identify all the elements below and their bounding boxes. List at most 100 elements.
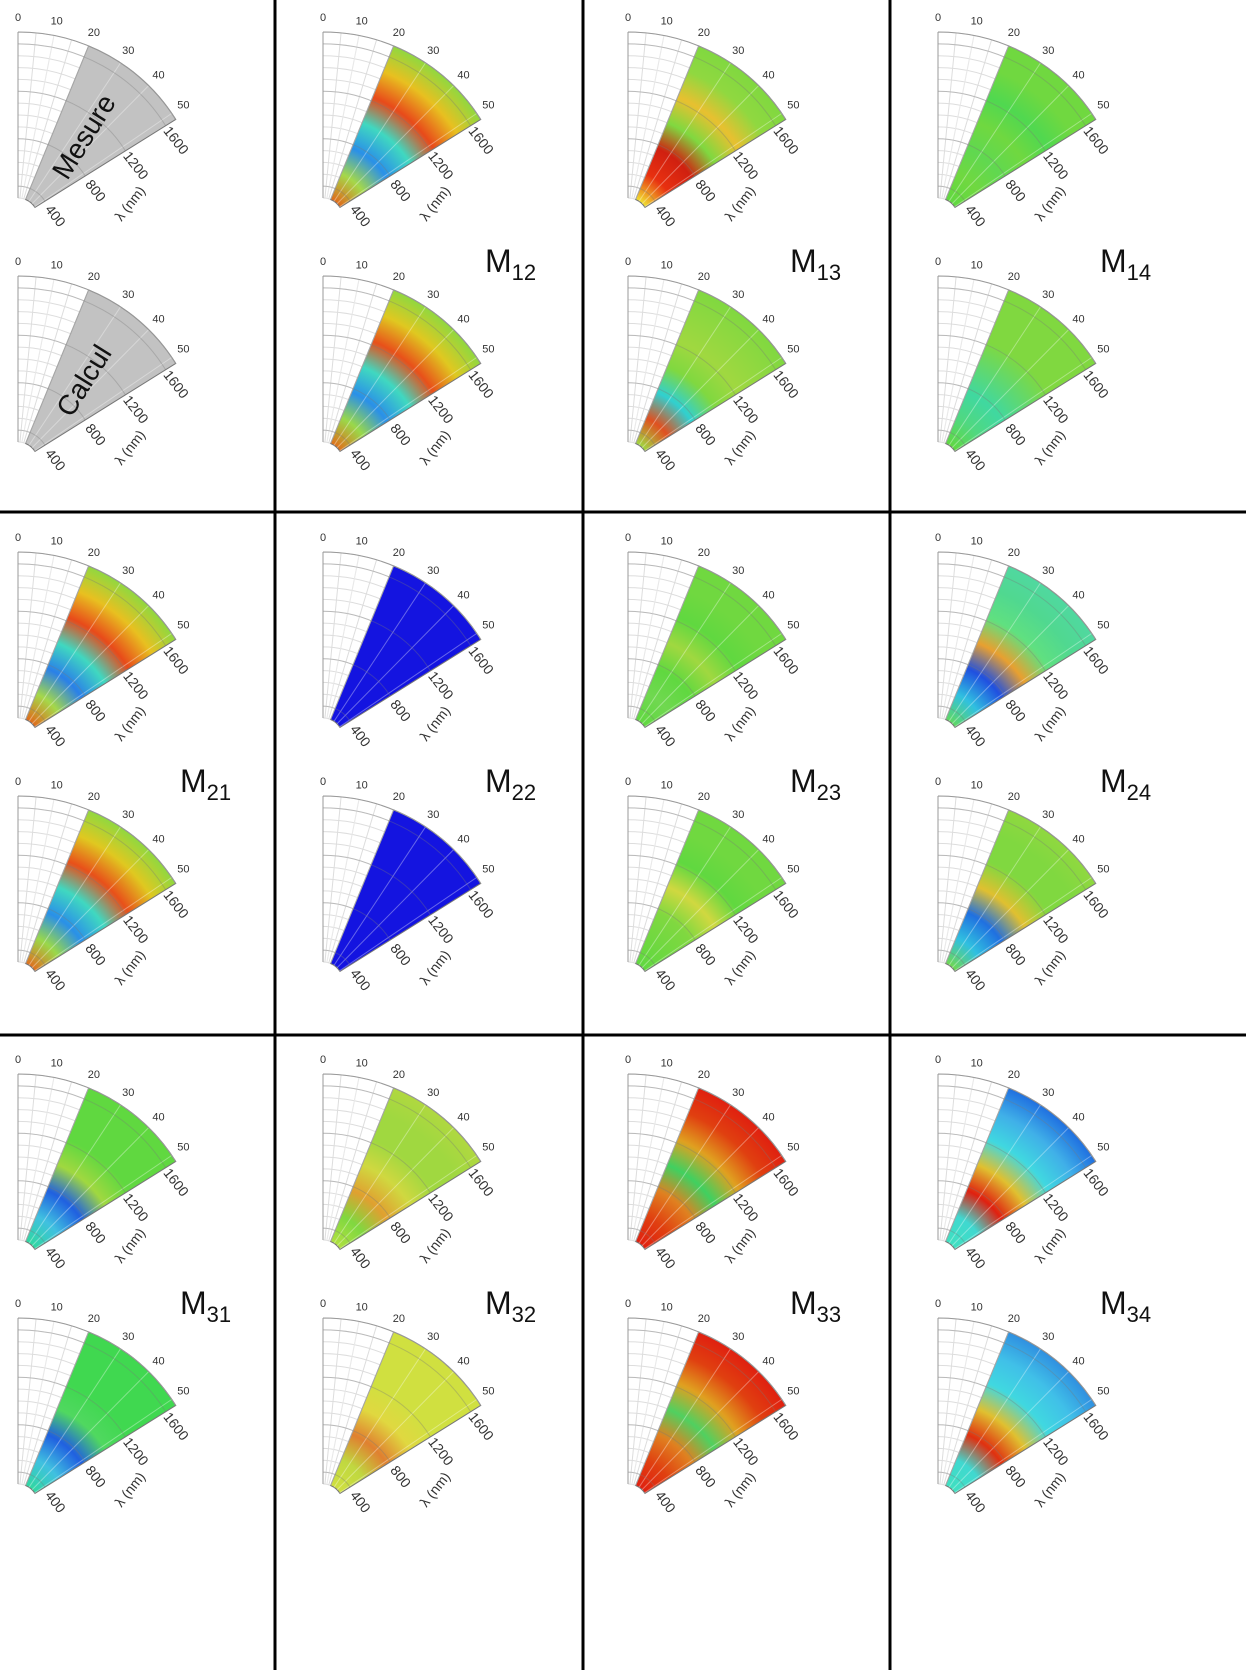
angle-tick-label: 10 [661, 16, 673, 28]
grid-line [631, 799, 665, 963]
grid-line [322, 1376, 431, 1438]
angle-tick-label: 40 [457, 70, 469, 82]
grid-line [330, 289, 395, 444]
grid-line [17, 610, 126, 672]
grid-line [25, 289, 90, 444]
grid-line [644, 356, 783, 452]
grid-line [330, 1087, 395, 1242]
wavelength-tick-label: 1200 [1040, 668, 1072, 703]
grid-line [322, 287, 472, 370]
grid-line [937, 1180, 1006, 1219]
angle-tick-label: 0 [935, 12, 941, 24]
grid-line [954, 356, 1093, 452]
angle-tick-label: 50 [787, 343, 799, 355]
wavelength-tick-label: 400 [347, 201, 374, 229]
angle-tick-label: 50 [482, 619, 494, 631]
grid-line [34, 632, 173, 728]
grid-line [17, 807, 167, 890]
wavelength-tick-label: 1600 [465, 1165, 497, 1200]
angle-tick-label: 40 [1072, 70, 1084, 82]
wavelength-tick-label: 1200 [425, 1190, 457, 1225]
grid-line [31, 849, 149, 969]
panel-index: 34 [1127, 1302, 1151, 1327]
grid-line [21, 1077, 55, 1241]
angle-tick-label: 50 [1097, 99, 1109, 111]
angle-tick-label: 30 [427, 289, 439, 301]
grid-line [641, 1371, 759, 1491]
angle-tick-label: 0 [320, 1054, 326, 1066]
grid-line [948, 306, 1041, 446]
grid-line [21, 555, 55, 719]
wavelength-tick-label: 1200 [425, 1434, 457, 1469]
wavelength-axis-label: λ (nm) [1031, 1469, 1068, 1510]
panel-label: M23 [790, 763, 841, 805]
grid-line [644, 1398, 783, 1494]
angle-tick-label: 40 [457, 834, 469, 846]
angle-tick-label: 0 [935, 256, 941, 268]
angle-tick-label: 30 [1042, 1087, 1054, 1099]
wavelength-axis-label: λ (nm) [721, 703, 758, 744]
grid-line [937, 287, 1087, 370]
wavelength-tick-label: 400 [652, 201, 679, 229]
grid-line [326, 35, 360, 199]
panel-letter: M [790, 243, 817, 279]
wavelength-axis-label: λ (nm) [1031, 1225, 1068, 1266]
angle-tick-label: 30 [122, 289, 134, 301]
grid-line [937, 1132, 1046, 1194]
grid-line [627, 1085, 777, 1168]
grid-line [954, 1154, 1093, 1250]
grid-line [945, 1331, 1010, 1486]
grid-line [937, 43, 1087, 126]
wavelength-tick-label: 1200 [730, 1434, 762, 1469]
axis-outline [322, 31, 482, 198]
wavelength-axis-label: λ (nm) [721, 183, 758, 224]
angle-tick-label: 0 [15, 532, 21, 544]
angle-tick-label: 50 [177, 619, 189, 631]
angle-tick-label: 30 [122, 1331, 134, 1343]
axis-outline [627, 795, 787, 962]
panel-letter: M [1100, 1285, 1127, 1321]
wavelength-axis-label: λ (nm) [1031, 947, 1068, 988]
angle-tick-label: 0 [625, 776, 631, 788]
grid-line [627, 610, 736, 672]
angle-tick-label: 10 [971, 780, 983, 792]
grid-line [34, 356, 173, 452]
panel-label: M32 [485, 1285, 536, 1327]
angle-tick-label: 10 [51, 1058, 63, 1070]
angle-tick-label: 10 [971, 260, 983, 272]
angle-tick-label: 50 [1097, 1141, 1109, 1153]
wavelength-axis-label: λ (nm) [111, 427, 148, 468]
angle-tick-label: 20 [1008, 1069, 1020, 1081]
grid-line [339, 876, 478, 972]
angle-tick-label: 30 [732, 45, 744, 57]
wavelength-tick-label: 400 [652, 965, 679, 993]
angle-tick-label: 50 [177, 1385, 189, 1397]
grid-line [635, 1087, 700, 1242]
angle-tick-label: 20 [88, 547, 100, 559]
angle-tick-label: 50 [482, 1141, 494, 1153]
angle-tick-label: 10 [51, 1302, 63, 1314]
angle-tick-label: 50 [177, 99, 189, 111]
wavelength-tick-label: 400 [42, 1243, 69, 1271]
angle-tick-label: 40 [457, 1112, 469, 1124]
angle-tick-label: 20 [1008, 547, 1020, 559]
angle-tick-label: 30 [732, 565, 744, 577]
grid-line [638, 306, 731, 446]
panel-letter: M [485, 243, 512, 279]
wavelength-tick-label: 1200 [120, 668, 152, 703]
wavelength-tick-label: 1600 [770, 1409, 802, 1444]
grid-line [937, 610, 1046, 672]
grid-line [644, 112, 783, 208]
grid-line [627, 138, 696, 177]
wavelength-axis-label: λ (nm) [721, 947, 758, 988]
grid-line [948, 1104, 1041, 1244]
grid-line [336, 605, 454, 725]
grid-line [951, 329, 1069, 449]
grid-line [638, 826, 731, 966]
